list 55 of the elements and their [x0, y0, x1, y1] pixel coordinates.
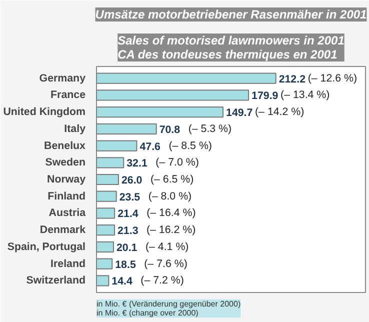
bar: [96, 241, 114, 253]
annotation: (– 14.2 %): [255, 106, 304, 118]
data-label: 20.1: [116, 242, 138, 254]
text: (– 13.4 %): [280, 89, 330, 102]
y-tick-label: Denmark: [40, 224, 86, 236]
data-label: 21.3: [118, 225, 138, 238]
data-label: 26.0: [121, 174, 142, 186]
annotation: (– 8.0 %): [148, 190, 192, 202]
data-label: 47.6: [140, 140, 161, 153]
data-label: 23.5: [119, 191, 140, 204]
data-label: 70.8: [159, 124, 180, 136]
annotation: (– 6.5 %): [150, 174, 194, 186]
y-tick-label: Finland: [48, 190, 86, 202]
data-label: 14.4: [112, 276, 132, 288]
annotation: (– 8.5 %): [168, 140, 212, 152]
bar: [96, 106, 224, 118]
bar: [96, 224, 115, 236]
annotation: (– 5.3 %): [188, 122, 232, 135]
bar: [96, 174, 119, 186]
chart-title: Umsätze motorbetriebener Rasenmäher in 2001: [95, 8, 368, 22]
annotation: (– 7.2 %): [140, 274, 184, 287]
bar: [96, 90, 250, 101]
y-tick-label: Spain, Portugal: [7, 240, 86, 253]
bar: [96, 275, 110, 286]
bar: [96, 140, 138, 152]
y-tick-label: Benelux: [44, 140, 86, 152]
bar: [96, 72, 276, 84]
y-tick-label: Italy: [64, 122, 86, 135]
annotation: (– 4.1 %): [145, 240, 189, 253]
data-label: 32.1: [126, 158, 148, 170]
text: in Mio. € (Veränderung gegenüber 2000) in Mio. € (change over 2000): [96, 300, 241, 318]
y-tick-label: Germany: [39, 72, 86, 84]
y-tick-label: Ireland: [50, 258, 86, 270]
y-tick-label: Norway: [47, 174, 86, 186]
annotation: (– 16.4 %): [146, 207, 196, 220]
chart-subtitle: Sales of motorised lawnmowers in 2001 CA des tondeuses thermiques en 2001: [118, 34, 345, 62]
y-tick-label: Switzerland: [26, 274, 86, 287]
bar: [96, 208, 116, 219]
data-label: 18.5: [115, 258, 136, 271]
data-label: 179.9: [252, 90, 278, 102]
text: (– 12.6 %): [308, 72, 358, 84]
data-label: 149.7: [226, 107, 253, 120]
y-tick-label: France: [50, 89, 86, 102]
annotation: (– 7.6 %): [144, 258, 188, 270]
annotation: (– 16.2 %): [146, 224, 196, 236]
bar: [96, 157, 124, 168]
data-label: 21.4: [118, 208, 138, 220]
data-label: 212.2: [278, 73, 306, 86]
bar: [96, 258, 113, 270]
bar: [96, 123, 157, 134]
bar: [96, 190, 117, 202]
y-tick-label: United Kingdom: [3, 106, 86, 118]
annotation: (– 7.0 %): [156, 156, 199, 169]
y-tick-label: Sweden: [45, 156, 86, 169]
y-tick-label: Austria: [48, 207, 86, 220]
